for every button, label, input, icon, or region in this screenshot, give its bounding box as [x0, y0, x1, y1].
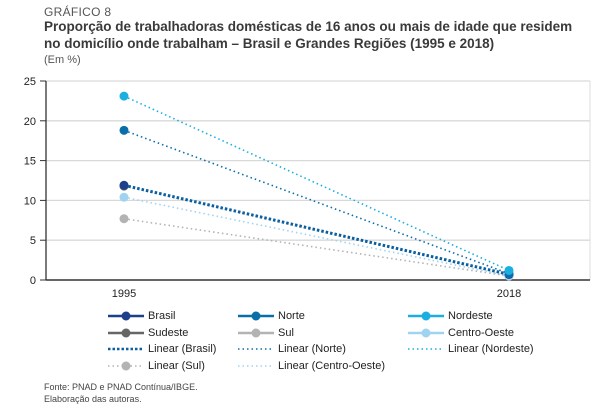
y-tick-label: 20: [24, 116, 36, 128]
legend-label: Linear (Sul): [148, 359, 205, 372]
data-point-norte-1995: [119, 125, 129, 135]
legend-swatch-icon: [108, 361, 144, 370]
legend-swatch-icon: [408, 328, 444, 337]
chart-title-line-1: Proporção de trabalhadoras domésticas de…: [44, 19, 573, 34]
chart-title-line-2: no domicílio onde trabalham – Brasil e G…: [44, 36, 495, 51]
legend-swatch-icon: [238, 348, 274, 350]
tick-labels: 0 5 10 15 20 25 1995 2018: [24, 76, 521, 300]
legend-marker: [421, 311, 431, 321]
data-point-sul-1995: [119, 214, 129, 224]
data-point-brasil-1995: [119, 180, 129, 190]
legend-item: Norte: [238, 309, 305, 323]
legend-swatch-icon: [408, 311, 444, 321]
data-point-centro-oeste-1995: [119, 192, 129, 202]
legend-label: Linear (Centro-Oeste): [278, 359, 385, 372]
legend-item: Nordeste: [408, 309, 493, 323]
legend-marker: [121, 311, 131, 321]
legend-label: Nordeste: [448, 310, 493, 322]
legend-swatch-icon: [238, 311, 274, 321]
chart-title: Proporção de trabalhadoras domésticas de…: [44, 18, 604, 52]
data-point-nordeste-1995: [119, 91, 129, 101]
legend-marker: [121, 361, 131, 370]
legend-swatch-icon: [408, 348, 444, 350]
trend-line-nordeste: [123, 95, 510, 272]
legend-item: Linear (Sul): [108, 359, 205, 373]
trend-line-brasil: [123, 183, 510, 276]
x-tick-label: 2018: [497, 288, 521, 300]
legend-marker: [421, 328, 431, 337]
legend-item: Linear (Centro-Oeste): [238, 359, 385, 373]
chart-number-label: GRÁFICO 8: [44, 5, 112, 19]
legend-marker: [121, 328, 131, 337]
y-tick-label: 25: [24, 76, 36, 88]
source-note: Fonte: PNAD e PNAD Contínua/IBGE. Elabor…: [44, 381, 198, 405]
legend-item: Sul: [238, 326, 294, 340]
legend-swatch-icon: [108, 311, 144, 321]
trend-lines: [123, 95, 510, 277]
legend-label: Sul: [278, 326, 294, 339]
chart-subtitle: (Em %): [44, 54, 81, 66]
y-tick-label: 10: [24, 195, 36, 207]
legend-item: Linear (Brasil): [108, 342, 216, 356]
trend-line-norte: [123, 129, 510, 275]
data-point-nordeste-2018: [504, 265, 514, 275]
legend-label: Norte: [278, 310, 305, 322]
legend-swatch-icon: [238, 328, 274, 337]
chart-plot: 0 5 10 15 20 25 1995 2018: [24, 76, 591, 300]
source-text: Fonte: PNAD e PNAD Contínua/IBGE.: [44, 382, 198, 392]
legend-label: Linear (Nordeste): [448, 343, 534, 355]
legend-marker: [251, 328, 261, 337]
legend-item: Centro-Oeste: [408, 326, 514, 340]
legend-swatch-icon: [108, 328, 144, 337]
legend-label: Centro-Oeste: [448, 326, 515, 339]
y-tick-label: 5: [30, 235, 36, 247]
legend-label: Linear (Brasil): [148, 343, 217, 355]
y-tick-label: 0: [30, 275, 36, 287]
data-points: [119, 91, 514, 281]
grid-lines: [46, 80, 591, 280]
legend-item: Brasil: [108, 309, 176, 323]
legend-item: Linear (Nordeste): [408, 342, 534, 356]
credit-text: Elaboração das autoras.: [44, 394, 142, 404]
legend-label: Sudeste: [148, 326, 189, 339]
legend-swatch-icon: [238, 364, 274, 367]
trend-line-centro-oeste: [123, 196, 510, 277]
axes: [40, 80, 590, 281]
trend-line-sul: [123, 217, 510, 277]
legend-label: Linear (Norte): [278, 343, 346, 355]
legend-item: Linear (Norte): [238, 342, 346, 356]
legend-swatch-icon: [108, 347, 144, 351]
y-tick-label: 15: [24, 156, 36, 168]
x-tick-label: 1995: [112, 288, 136, 300]
legend-label: Brasil: [148, 310, 176, 322]
legend-marker: [251, 311, 261, 321]
legend-item: Sudeste: [108, 326, 188, 340]
